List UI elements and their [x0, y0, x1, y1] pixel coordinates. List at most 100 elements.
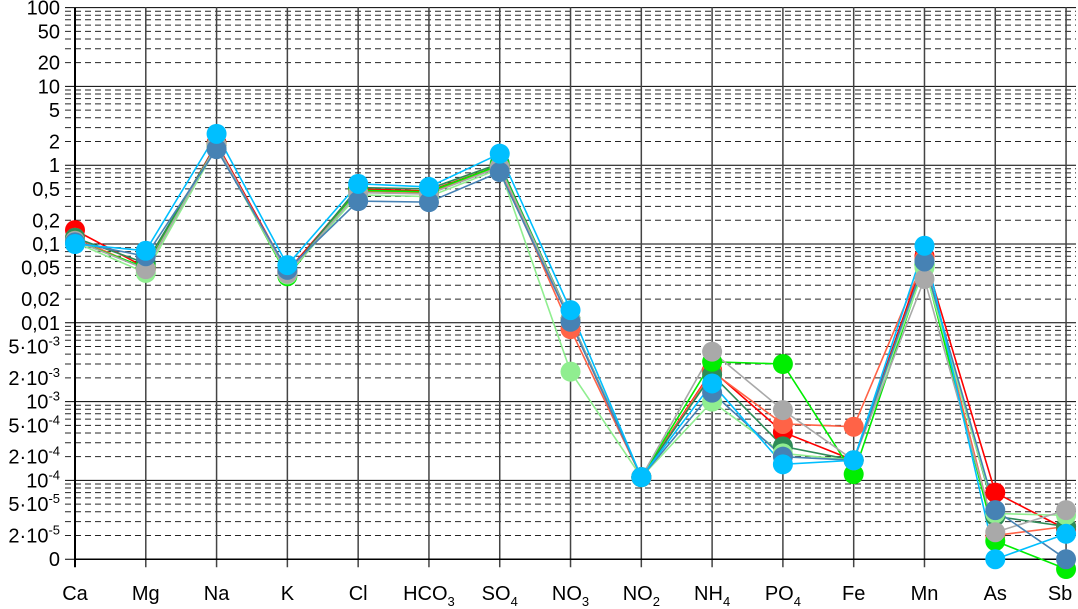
data-point-gray	[914, 268, 935, 289]
y-tick-label: 0,1	[32, 234, 60, 256]
y-tick-base: 0,05	[21, 258, 60, 280]
y-tick-base: 100	[27, 0, 60, 20]
category-name: HCO	[403, 583, 447, 605]
category-name: NH	[694, 583, 723, 605]
y-tick-exponent: -3	[48, 365, 60, 380]
y-tick-label: 0	[49, 549, 60, 571]
data-point-deepskyblue	[277, 255, 298, 276]
data-point-deepskyblue	[135, 240, 156, 261]
y-tick-label: 10-4	[26, 467, 60, 492]
y-tick-base: 5·10	[8, 415, 48, 437]
data-point-deepskyblue	[631, 467, 652, 488]
category-name: PO	[765, 583, 794, 605]
y-tick-exponent: -3	[48, 389, 60, 404]
category-label: Mg	[132, 583, 160, 605]
series-points	[65, 123, 1077, 580]
category-name: Mn	[911, 583, 939, 605]
y-tick-exponent: -5	[48, 491, 60, 506]
y-tick-base: 0,1	[32, 234, 60, 256]
category-subscript: 3	[582, 594, 589, 609]
y-tick-base: 0	[49, 549, 60, 571]
category-label: As	[984, 583, 1007, 605]
category-label: NO3	[552, 583, 589, 609]
data-point-tomato	[772, 413, 793, 434]
y-tick-base: 2·10	[8, 525, 48, 547]
y-tick-exponent: -4	[48, 444, 60, 459]
y-tick-base: 2·10	[8, 447, 48, 469]
data-point-deepskyblue	[206, 123, 227, 144]
category-label: Na	[204, 583, 230, 605]
y-tick-label: 0,05	[21, 258, 60, 280]
y-tick-label: 5·10-3	[8, 334, 60, 359]
y-tick-base: 5·10	[8, 494, 48, 516]
y-tick-base: 10	[38, 76, 60, 98]
y-tick-label: 0,02	[21, 289, 60, 311]
y-tick-base: 0,5	[32, 179, 60, 201]
category-label: HCO3	[403, 583, 455, 609]
y-tick-label: 2·10-3	[8, 365, 60, 390]
data-point-deepskyblue	[65, 234, 85, 254]
category-label: K	[281, 583, 295, 605]
category-name: K	[281, 583, 295, 605]
y-tick-base: 2·10	[8, 368, 48, 390]
y-tick-label: 20	[38, 53, 60, 75]
y-tick-exponent: -5	[48, 522, 60, 537]
y-tick-exponent: -4	[48, 412, 60, 427]
category-label: NO2	[623, 583, 660, 609]
y-tick-label: 1	[49, 155, 60, 177]
data-point-lime	[843, 464, 864, 485]
data-point-gray	[702, 341, 723, 362]
data-point-deepskyblue	[1056, 523, 1077, 544]
y-tick-base: 0,01	[21, 313, 60, 335]
data-point-gray	[1056, 500, 1077, 521]
category-name: NO	[623, 583, 653, 605]
category-name: Mg	[132, 583, 160, 605]
y-tick-base: 0,2	[32, 210, 60, 232]
data-point-lightgreen	[560, 361, 581, 382]
y-tick-label: 0,01	[21, 313, 60, 335]
y-tick-base: 10	[26, 392, 48, 414]
category-label: PO4	[765, 583, 801, 609]
x-axis-labels: Ca Mg Na K Cl HCO3 SO4 NO3 NO2 NH4 PO4 Fe Mn As Sb	[62, 583, 1072, 609]
category-label: Cl	[349, 583, 368, 605]
data-point-deepskyblue	[772, 454, 793, 475]
y-tick-label: 2·10-4	[8, 444, 60, 469]
data-point-deepskyblue	[985, 549, 1006, 570]
y-tick-label: 100	[27, 0, 60, 20]
y-tick-base: 20	[38, 53, 60, 75]
data-point-tomato	[843, 416, 864, 437]
data-point-steelblue	[914, 251, 935, 272]
data-point-steelblue	[206, 139, 227, 160]
y-tick-base: 50	[38, 21, 60, 43]
category-name: Fe	[842, 583, 865, 605]
category-label: Fe	[842, 583, 865, 605]
data-point-steelblue	[418, 192, 439, 213]
data-point-steelblue	[1056, 549, 1077, 570]
y-tick-label: 5·10-4	[8, 412, 60, 437]
category-subscript: 3	[448, 594, 455, 609]
category-subscript: 4	[723, 594, 730, 609]
y-tick-label: 10	[38, 76, 60, 98]
y-tick-base: 5	[49, 100, 60, 122]
category-label: NH4	[694, 583, 730, 609]
y-tick-label: 50	[38, 21, 60, 43]
data-point-deepskyblue	[560, 300, 581, 321]
y-tick-base: 10	[26, 470, 48, 492]
y-tick-base: 0,02	[21, 289, 60, 311]
y-tick-label: 10-3	[26, 389, 60, 414]
data-point-steelblue	[489, 161, 510, 182]
data-point-gray	[772, 400, 793, 421]
data-point-steelblue	[348, 191, 369, 212]
category-name: As	[984, 583, 1007, 605]
data-point-deepskyblue	[418, 176, 439, 197]
category-subscript: 4	[511, 594, 518, 609]
y-tick-label: 5·10-5	[8, 491, 60, 516]
category-name: Cl	[349, 583, 368, 605]
y-tick-label: 2	[49, 131, 60, 153]
category-label: SO4	[482, 583, 518, 609]
y-tick-exponent: -4	[48, 467, 60, 482]
category-label: Mn	[911, 583, 939, 605]
y-tick-base: 2	[49, 131, 60, 153]
category-label: Sb	[1048, 583, 1072, 605]
category-name: Na	[204, 583, 230, 605]
